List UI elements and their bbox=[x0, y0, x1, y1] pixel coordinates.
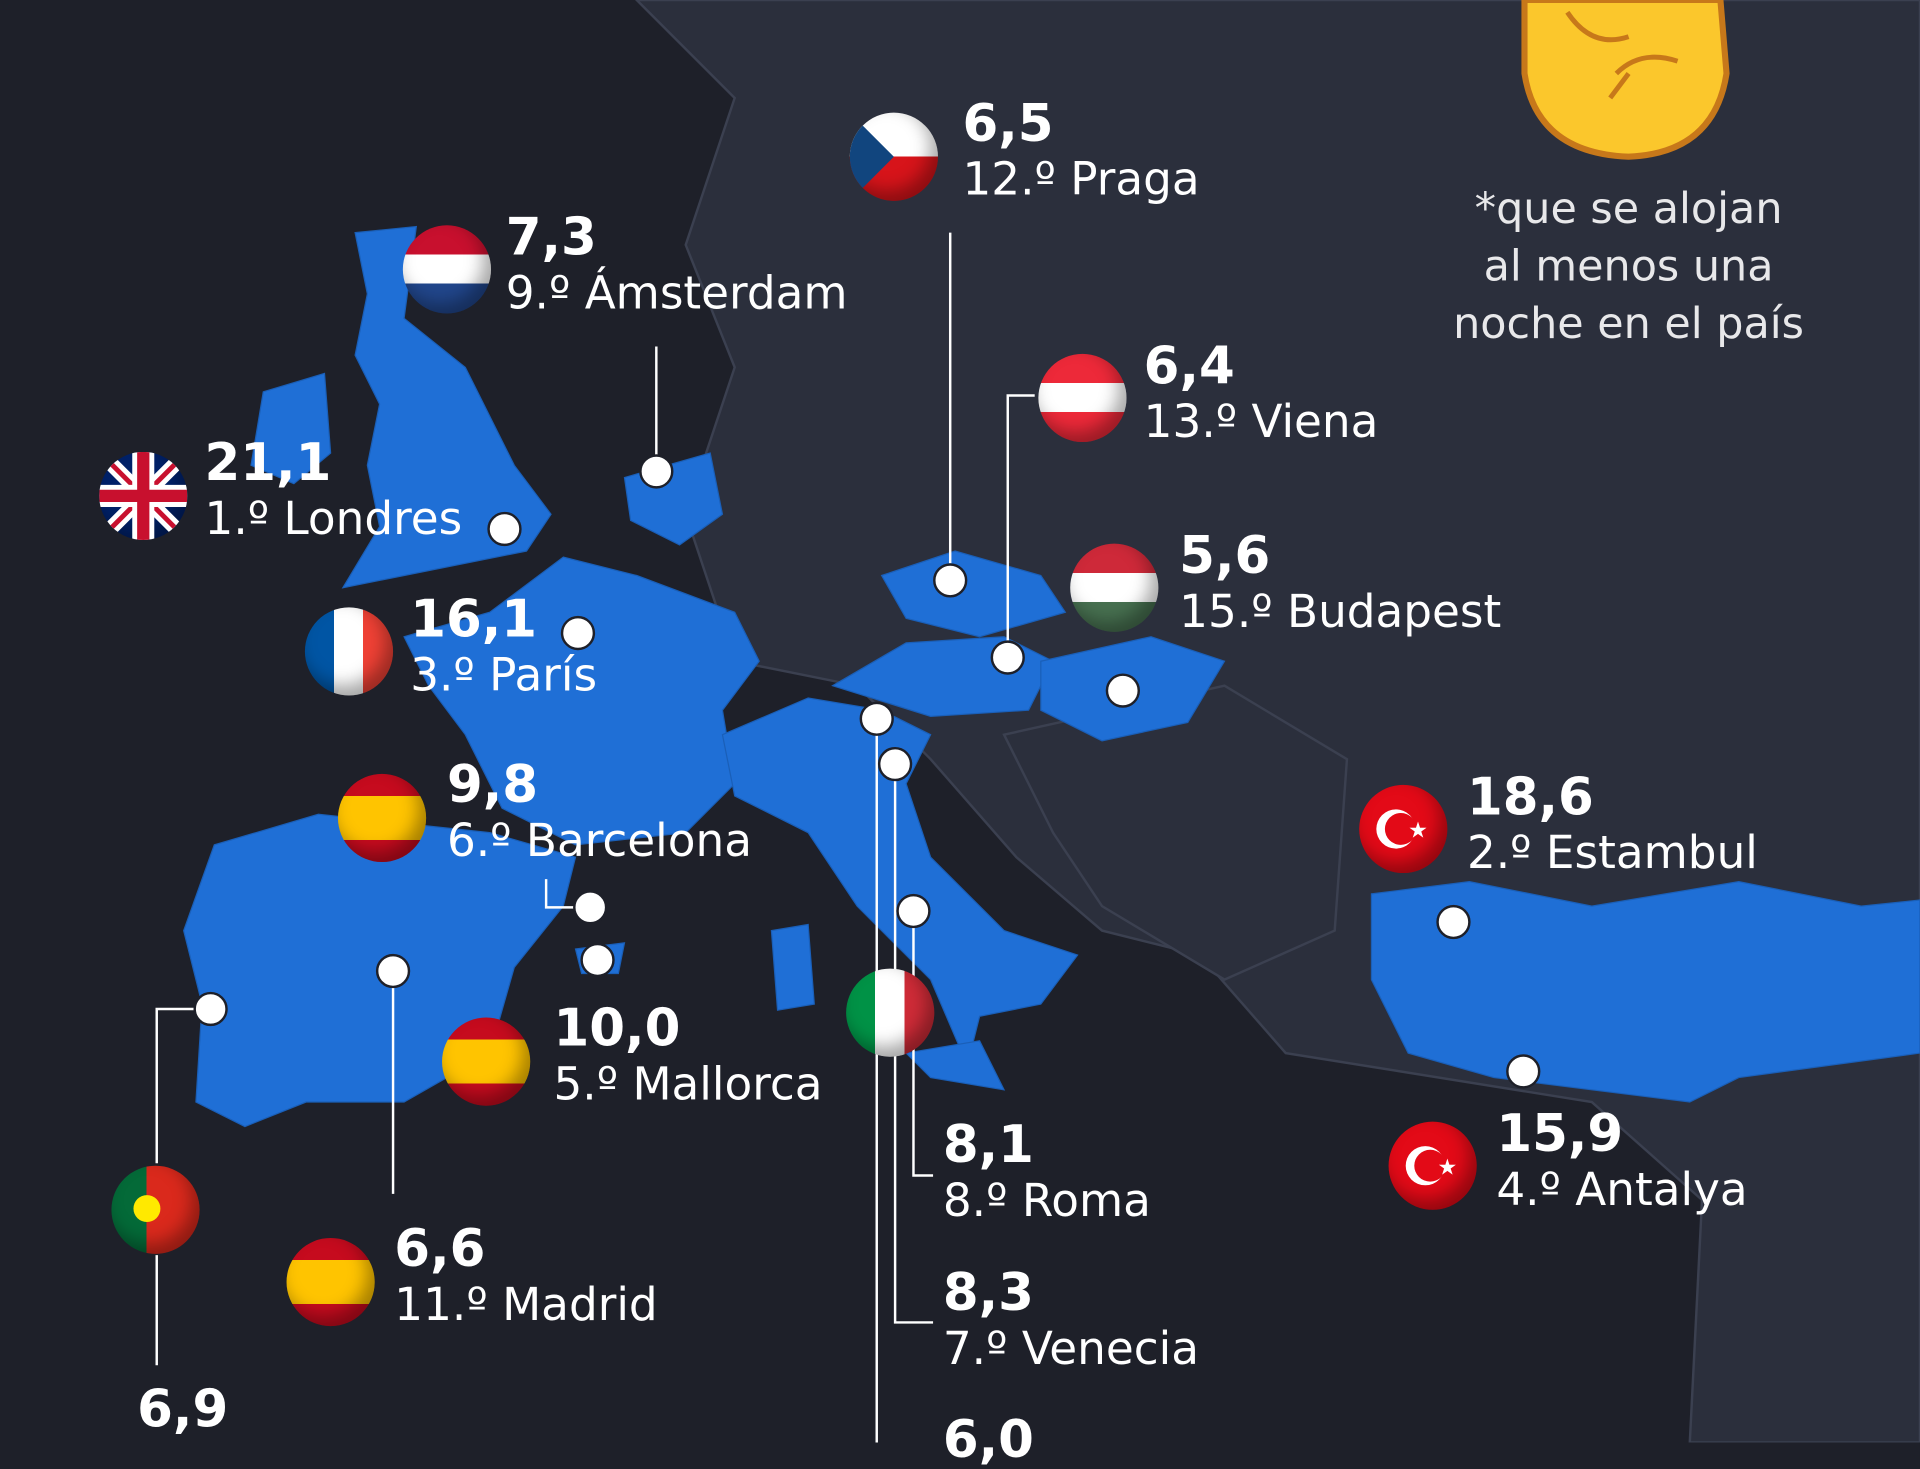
city-name: 4.º Antalya bbox=[1496, 1163, 1748, 1216]
city-value: 6,5 bbox=[962, 93, 1054, 154]
city-label-venecia: 8,3 7.º Venecia bbox=[942, 1262, 1200, 1377]
flag-spain-icon bbox=[337, 773, 427, 863]
city-label-viena: 6,4 13.º Viena bbox=[1143, 335, 1379, 450]
city-dot-estambul[interactable] bbox=[1436, 904, 1471, 940]
flag-turkey-icon: ★ bbox=[1388, 1121, 1477, 1210]
city-value: 5,6 bbox=[1179, 525, 1271, 586]
city-value: 8,3 bbox=[942, 1262, 1034, 1323]
flag-turkey-icon: ★ bbox=[1359, 784, 1448, 874]
city-value: 21,1 bbox=[204, 432, 332, 493]
city-dot-roma[interactable] bbox=[896, 893, 931, 929]
region-turkey bbox=[1370, 881, 1920, 1103]
flag-portugal-icon bbox=[111, 1165, 200, 1254]
region-sicily bbox=[904, 1040, 1006, 1091]
leader-line-barcelona bbox=[544, 879, 576, 909]
city-value: 6,4 bbox=[1143, 335, 1235, 396]
city-dot-paris[interactable] bbox=[560, 615, 596, 651]
leader-line-venecia bbox=[893, 780, 934, 1324]
city-label-estambul: 18,6 2.º Estambul bbox=[1466, 766, 1758, 881]
region-france bbox=[403, 556, 760, 846]
city-label-roma: 8,1 8.º Roma bbox=[942, 1114, 1151, 1229]
city-value: 6,9 bbox=[137, 1378, 229, 1439]
region-italy bbox=[721, 697, 1079, 1068]
city-dot-madrid[interactable] bbox=[375, 953, 411, 989]
city-name: 5.º Mallorca bbox=[553, 1057, 823, 1111]
city-name: 15.º Budapest bbox=[1179, 585, 1502, 638]
city-value: 18,6 bbox=[1466, 766, 1594, 827]
city-dot-amsterdam[interactable] bbox=[639, 454, 674, 489]
city-value: 6,0 bbox=[942, 1409, 1034, 1469]
city-value: 16,1 bbox=[410, 588, 538, 649]
city-name: 11.º Madrid bbox=[394, 1278, 658, 1332]
city-name: 7.º Venecia bbox=[942, 1322, 1200, 1376]
city-name: 8.º Roma bbox=[942, 1174, 1151, 1227]
city-dot-viena[interactable] bbox=[990, 640, 1025, 675]
city-name: 6.º Barcelona bbox=[446, 814, 752, 867]
city-name: 13.º Viena bbox=[1143, 395, 1379, 449]
city-value: 8,1 bbox=[942, 1114, 1034, 1175]
flag-united-kingdom-icon bbox=[99, 451, 188, 541]
region-czechia bbox=[880, 550, 1067, 638]
region-sardinia bbox=[770, 923, 815, 1011]
svg-text:★: ★ bbox=[1438, 1155, 1458, 1180]
city-value: 9,8 bbox=[446, 754, 539, 815]
city-label-londres: 21,1 1.º Londres bbox=[204, 433, 462, 546]
city-name: 3.º París bbox=[410, 648, 598, 702]
city-label-budapest: 5,6 15.º Budapest bbox=[1179, 525, 1502, 640]
city-name: 1.º Londres bbox=[204, 492, 463, 545]
city-value: 7,3 bbox=[505, 206, 597, 267]
city-label-amsterdam: 7,3 9.º Ámsterdam bbox=[506, 208, 848, 321]
svg-text:★: ★ bbox=[1408, 819, 1428, 844]
flag-spain-icon bbox=[442, 1017, 531, 1106]
city-dot-lisboa[interactable] bbox=[193, 991, 228, 1027]
leader-line-lisboa bbox=[155, 1007, 196, 1366]
city-value: 10,0 bbox=[553, 997, 681, 1058]
city-value: 6,6 bbox=[394, 1218, 486, 1279]
footnote-line: al menos una bbox=[1483, 242, 1774, 292]
city-label-paris: 16,1 3.º París bbox=[410, 590, 597, 703]
city-name: 2.º Estambul bbox=[1466, 826, 1758, 880]
flag-netherlands-icon bbox=[402, 225, 492, 314]
city-label-barcelona: 9,8 6.º Barcelona bbox=[446, 754, 752, 869]
city-name: 12.º Praga bbox=[962, 153, 1200, 206]
city-value: 15,9 bbox=[1496, 1103, 1624, 1164]
region-ireland bbox=[250, 372, 332, 485]
city-dot-milan[interactable] bbox=[859, 701, 894, 736]
city-name: 9.º Ámsterdam bbox=[505, 266, 848, 320]
city-dot-barcelona[interactable] bbox=[573, 890, 608, 925]
flag-france-icon bbox=[304, 607, 394, 696]
city-dot-venecia[interactable] bbox=[877, 746, 913, 782]
flag-austria-icon bbox=[1038, 353, 1127, 443]
city-label-antalya: 15,9 4.º Antalya bbox=[1496, 1104, 1747, 1217]
city-dot-budapest[interactable] bbox=[1105, 673, 1141, 708]
region-uk bbox=[341, 225, 552, 589]
flag-hungary-icon bbox=[1070, 543, 1159, 632]
city-label-praga: 6,5 12.º Praga bbox=[962, 94, 1199, 207]
flag-czech-republic-icon bbox=[849, 112, 938, 201]
footnote-line: *que se alojan bbox=[1474, 184, 1783, 234]
leader-line-viena bbox=[1006, 394, 1035, 641]
city-dot-mallorca[interactable] bbox=[580, 942, 615, 978]
footnote: *que se alojan al menos una noche en el … bbox=[1433, 181, 1825, 354]
city-dot-praga[interactable] bbox=[933, 563, 968, 598]
city-label-mallorca: 10,0 5.º Mallorca bbox=[553, 999, 822, 1112]
city-dot-londres[interactable] bbox=[487, 511, 522, 547]
city-label-lisboa: 6,9 bbox=[137, 1378, 229, 1439]
city-label-madrid: 6,6 11.º Madrid bbox=[394, 1218, 658, 1333]
footnote-line: noche en el país bbox=[1453, 300, 1804, 349]
flag-spain-icon bbox=[286, 1237, 375, 1327]
city-dot-antalya[interactable] bbox=[1506, 1054, 1541, 1089]
raised-fist-icon bbox=[1521, 0, 1730, 160]
land-balkans bbox=[1002, 684, 1349, 981]
flag-italy-icon bbox=[846, 968, 935, 1057]
city-label-milan: 6,0 bbox=[942, 1409, 1034, 1469]
